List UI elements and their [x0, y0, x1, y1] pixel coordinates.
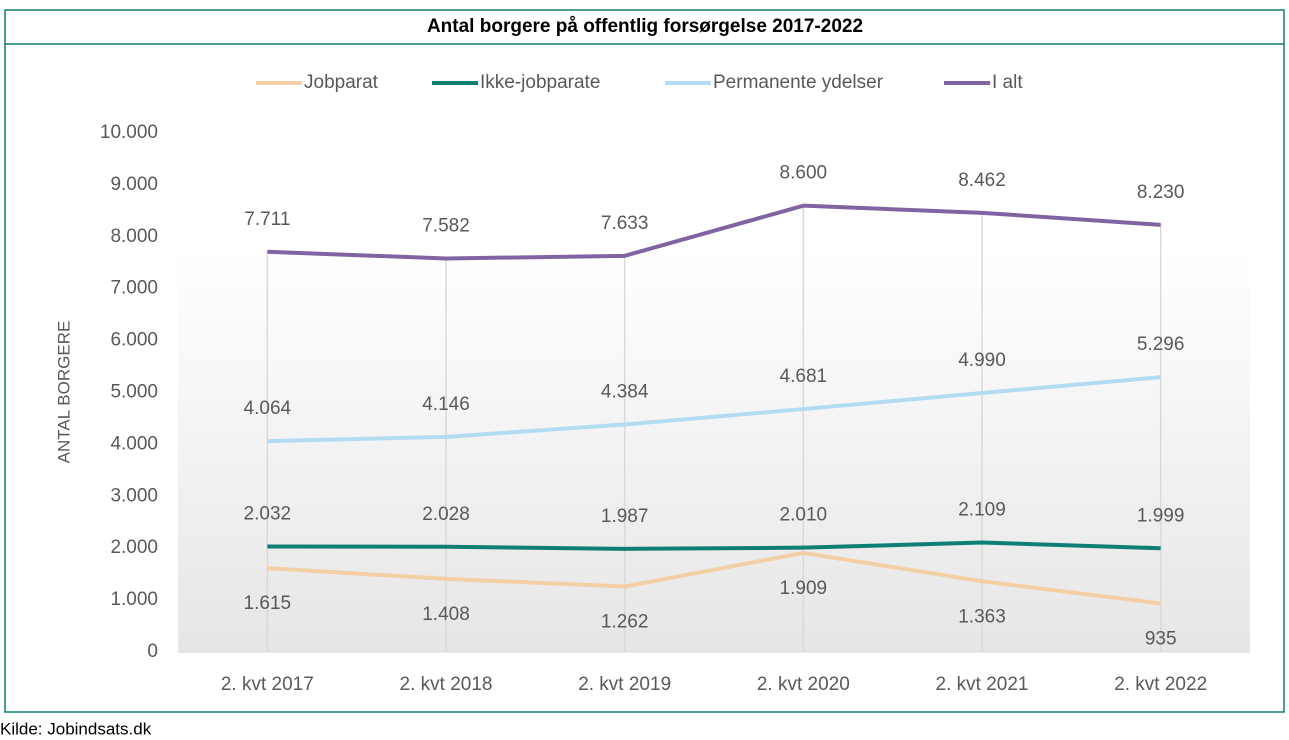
y-axis-label: ANTAL BORGERE — [54, 321, 73, 464]
series-line — [267, 203, 1161, 261]
data-label: 1.615 — [244, 593, 292, 614]
frame — [4, 9, 1285, 713]
y-tick-label: 7.000 — [110, 278, 158, 299]
x-tick-label: 2. kvt 2017 — [221, 674, 314, 695]
data-label: 8.462 — [958, 170, 1006, 191]
y-tick-label: 2.000 — [110, 537, 158, 558]
y-tick-label: 0 — [147, 641, 158, 662]
data-label: 7.711 — [244, 209, 290, 230]
data-label: 1.999 — [1137, 505, 1185, 526]
data-label: 7.633 — [601, 213, 649, 234]
y-tick-label: 5.000 — [110, 382, 158, 403]
data-label: 2.032 — [244, 504, 292, 525]
data-label: 4.146 — [422, 394, 470, 415]
data-label: 4.681 — [780, 366, 828, 387]
data-label: 1.262 — [601, 612, 649, 633]
data-label: 7.582 — [422, 216, 470, 237]
y-tick-label: 9.000 — [110, 174, 158, 195]
data-label: 8.230 — [1137, 182, 1185, 203]
data-label: 2.109 — [958, 500, 1006, 521]
x-tick-label: 2. kvt 2022 — [1114, 674, 1207, 695]
y-tick-label: 1.000 — [110, 589, 158, 610]
data-label: 1.363 — [958, 606, 1006, 627]
legend-label: Jobparat — [304, 72, 379, 93]
y-tick-label: 8.000 — [110, 226, 158, 247]
x-tick-label: 2. kvt 2019 — [578, 674, 671, 695]
data-label: 1.987 — [601, 506, 649, 527]
source: Kilde: Jobindsats.dk — [0, 719, 152, 738]
y-tick-label: 10.000 — [100, 122, 158, 143]
data-label: 5.296 — [1137, 334, 1185, 355]
data-label: 8.600 — [780, 163, 828, 184]
data-label: 4.384 — [601, 381, 649, 402]
plot-background — [178, 250, 1250, 652]
legend-label: I alt — [992, 72, 1023, 93]
data-label: 4.990 — [958, 350, 1006, 371]
series-line — [267, 550, 1161, 606]
data-label: 1.909 — [780, 578, 828, 599]
data-label: 2.010 — [780, 505, 828, 526]
data-label: 4.064 — [244, 398, 292, 419]
y-tick-label: 3.000 — [110, 485, 158, 506]
y-tick-label: 4.000 — [110, 433, 158, 454]
legend-label: Ikke-jobparate — [480, 72, 600, 93]
x-tick-label: 2. kvt 2018 — [400, 674, 493, 695]
chart-title: Antal borgere på offentlig forsørgelse 2… — [427, 16, 863, 37]
data-label: 935 — [1145, 628, 1177, 649]
series-line — [267, 375, 1161, 444]
data-label: 2.028 — [422, 504, 470, 525]
series-line — [267, 540, 1161, 551]
x-tick-label: 2. kvt 2021 — [936, 674, 1029, 695]
y-tick-label: 6.000 — [110, 330, 158, 351]
legend-label: Permanente ydelser — [713, 72, 884, 93]
x-tick-label: 2. kvt 2020 — [757, 674, 850, 695]
data-label: 1.408 — [422, 604, 470, 625]
